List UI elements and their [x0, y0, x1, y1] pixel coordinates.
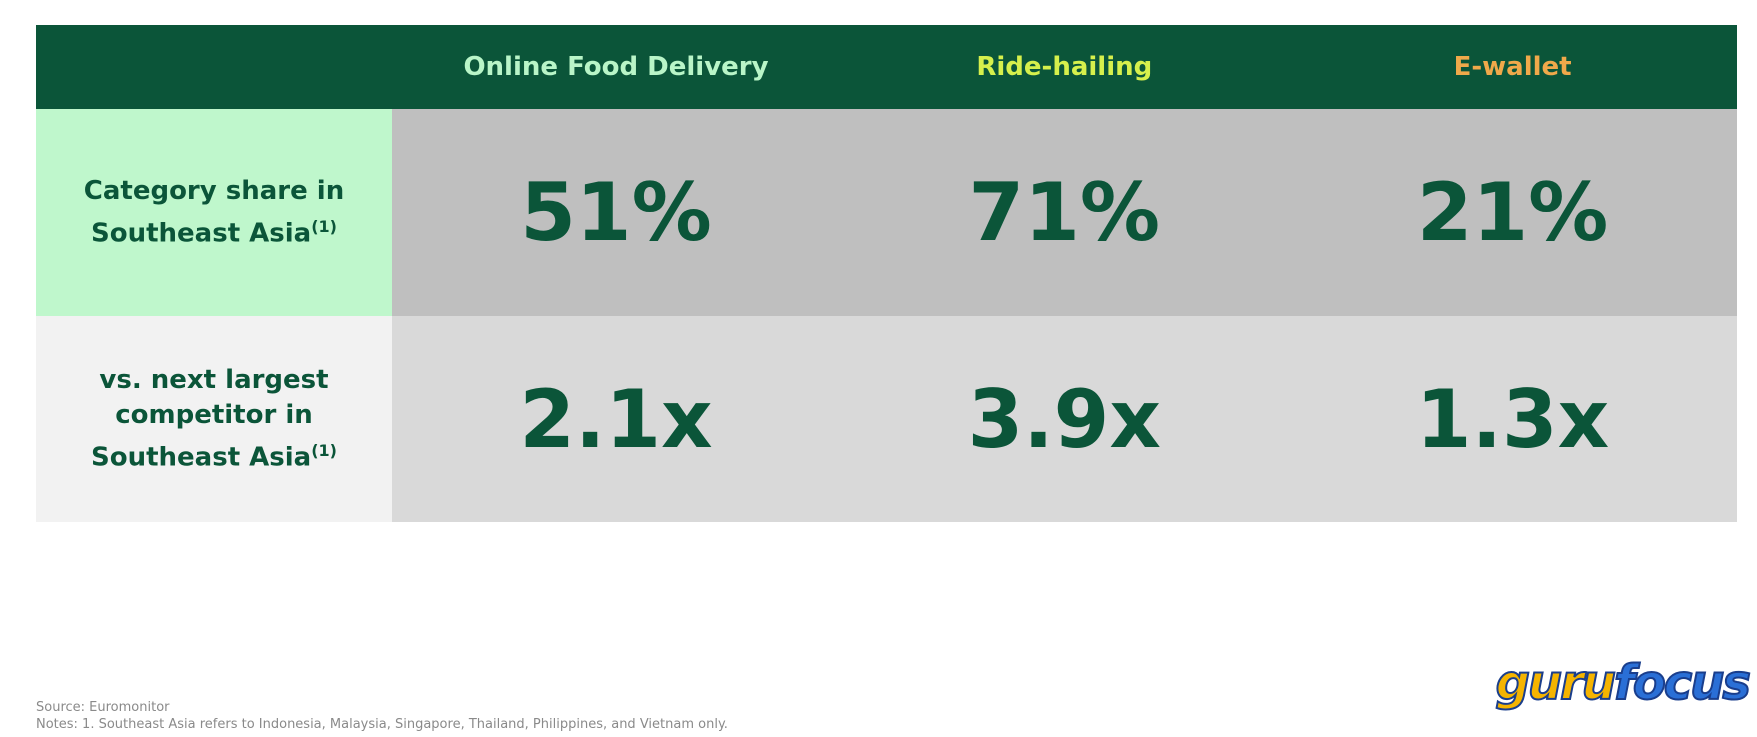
notes: Notes: 1. Southeast Asia refers to Indon… [36, 717, 728, 732]
row-label-line: Category share in [83, 175, 345, 206]
row-label: Category share in Southeast Asia(1) [36, 109, 392, 316]
row-label-line: Southeast Asia(1) [91, 440, 337, 473]
logo-part: guru [1495, 654, 1617, 712]
header-bar [36, 25, 1737, 109]
column-header: Online Food Delivery [463, 52, 769, 82]
column-header: Ride-hailing [976, 52, 1153, 82]
cell-value: 51% [520, 166, 712, 259]
row-label: vs. next largest competitor in Southeast A… [36, 316, 392, 522]
cell-value: 1.3x [1415, 372, 1610, 466]
column-header: E-wallet [1453, 52, 1572, 82]
footnote-ref: (1) [311, 440, 337, 460]
cell-value: 2.1x [519, 372, 713, 466]
row-label-line: vs. next largest [99, 364, 329, 395]
source: Source: Euromonitor [36, 700, 170, 715]
row-bg [392, 316, 1737, 522]
cell-value: 71% [968, 166, 1161, 259]
row-label-line: competitor in [115, 399, 313, 430]
logo: gurufocus [1495, 654, 1752, 712]
cell-value: 21% [1416, 166, 1609, 259]
footnote-ref: (1) [311, 216, 337, 236]
row-label-line: Southeast Asia(1) [91, 216, 337, 249]
logo-part: focus [1613, 654, 1752, 712]
row-bg [392, 109, 1737, 316]
cell-value: 3.9x [967, 372, 1161, 466]
